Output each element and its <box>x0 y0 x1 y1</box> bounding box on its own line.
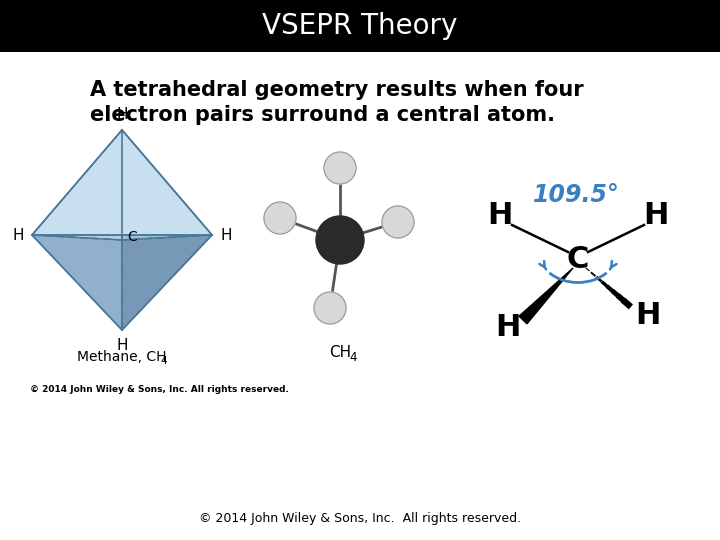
Text: 109.5°: 109.5° <box>533 183 619 207</box>
Polygon shape <box>122 130 212 240</box>
Text: H: H <box>116 107 127 122</box>
Text: H: H <box>12 227 24 242</box>
Text: H: H <box>220 227 232 242</box>
Text: H: H <box>487 200 513 230</box>
Text: © 2014 John Wiley & Sons, Inc. All rights reserved.: © 2014 John Wiley & Sons, Inc. All right… <box>30 386 289 395</box>
Polygon shape <box>122 235 212 330</box>
Text: CH: CH <box>329 345 351 360</box>
Text: H: H <box>495 314 521 342</box>
Circle shape <box>314 292 346 324</box>
Bar <box>0 0 720 52</box>
Text: Methane, CH: Methane, CH <box>77 350 167 364</box>
Text: 4: 4 <box>349 351 356 364</box>
Polygon shape <box>32 130 122 240</box>
Text: H: H <box>635 300 661 329</box>
Polygon shape <box>32 130 212 235</box>
Circle shape <box>316 216 364 264</box>
Polygon shape <box>519 268 573 324</box>
Text: C: C <box>567 246 589 274</box>
Text: H: H <box>643 200 669 230</box>
Text: H: H <box>116 338 127 353</box>
Text: C: C <box>127 230 137 244</box>
Text: © 2014 John Wiley & Sons, Inc.  All rights reserved.: © 2014 John Wiley & Sons, Inc. All right… <box>199 512 521 525</box>
Circle shape <box>264 202 296 234</box>
Text: A tetrahedral geometry results when four: A tetrahedral geometry results when four <box>90 80 584 100</box>
Polygon shape <box>32 235 122 330</box>
Text: 4: 4 <box>161 356 167 366</box>
Text: electron pairs surround a central atom.: electron pairs surround a central atom. <box>90 105 555 125</box>
Circle shape <box>324 152 356 184</box>
Circle shape <box>382 206 414 238</box>
Text: VSEPR Theory: VSEPR Theory <box>262 12 458 40</box>
